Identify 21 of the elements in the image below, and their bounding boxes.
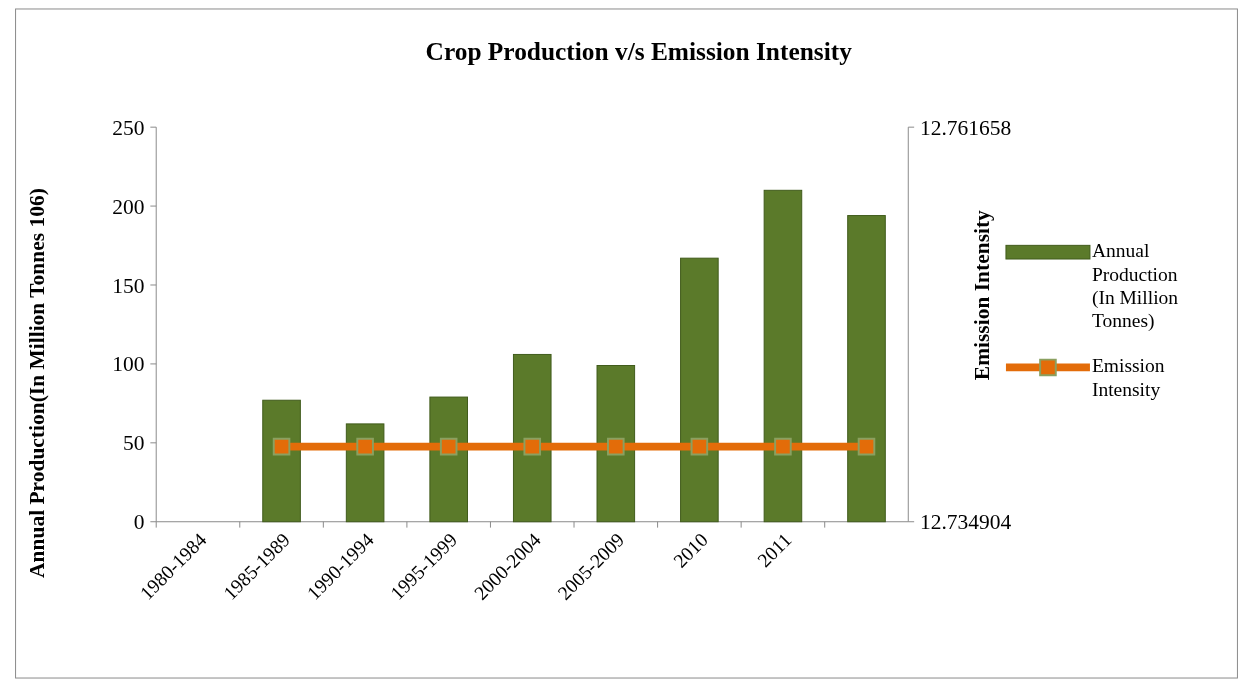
y-tick-label: 0	[133, 510, 145, 535]
y2-tick-label: 12.761658	[920, 115, 1012, 140]
bar	[429, 396, 468, 523]
y-tick-label: 150	[112, 273, 145, 298]
y-tick-label: 200	[112, 194, 145, 219]
y-tick-label: 100	[112, 352, 145, 377]
x-tick-label: 2011	[753, 529, 796, 572]
legend-label: Annual Production (In Million Tonnes)	[1091, 240, 1179, 333]
y2-axis-title: Emission Intensity	[970, 209, 995, 381]
legend-label: Emission Intensity	[1091, 355, 1165, 400]
y2-tick-label: 12.734904	[920, 510, 1012, 535]
y-axis-title: Annual Production(In Million Tonnes 106)	[24, 188, 49, 578]
y-tick-label: 50	[123, 431, 145, 456]
bar	[262, 399, 301, 523]
bar	[596, 365, 636, 523]
bar	[847, 215, 886, 523]
chart-title: Crop Production v/s Emission Intensity	[425, 36, 853, 65]
bar	[680, 257, 719, 523]
y-tick-label: 250	[112, 115, 145, 140]
bar	[763, 189, 803, 523]
bar	[512, 353, 552, 523]
